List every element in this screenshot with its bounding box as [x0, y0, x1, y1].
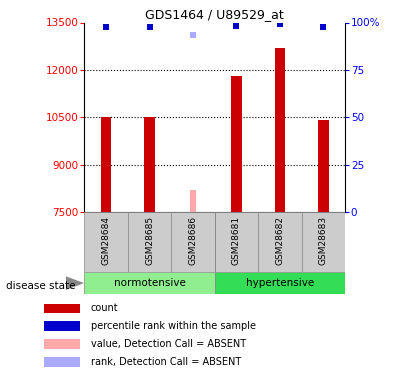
Text: normotensive: normotensive	[113, 278, 185, 288]
Text: disease state: disease state	[6, 281, 76, 291]
FancyBboxPatch shape	[215, 212, 258, 272]
Text: percentile rank within the sample: percentile rank within the sample	[91, 321, 256, 331]
Text: rank, Detection Call = ABSENT: rank, Detection Call = ABSENT	[91, 357, 241, 367]
Text: count: count	[91, 303, 118, 313]
Bar	[44, 304, 80, 313]
Text: GSM28683: GSM28683	[319, 216, 328, 265]
Text: GSM28681: GSM28681	[232, 216, 241, 265]
Text: value, Detection Call = ABSENT: value, Detection Call = ABSENT	[91, 339, 246, 349]
Bar	[44, 339, 80, 349]
FancyBboxPatch shape	[128, 212, 171, 272]
Bar	[190, 190, 196, 212]
FancyBboxPatch shape	[84, 212, 128, 272]
Bar	[44, 321, 80, 331]
Bar	[231, 76, 242, 212]
Bar	[44, 357, 80, 367]
FancyBboxPatch shape	[171, 212, 215, 272]
Bar	[144, 117, 155, 212]
Text: GSM28682: GSM28682	[275, 216, 284, 265]
Title: GDS1464 / U89529_at: GDS1464 / U89529_at	[145, 8, 284, 21]
FancyBboxPatch shape	[215, 272, 345, 294]
FancyBboxPatch shape	[302, 212, 345, 272]
FancyBboxPatch shape	[258, 212, 302, 272]
Text: GSM28685: GSM28685	[145, 216, 154, 265]
FancyBboxPatch shape	[84, 272, 215, 294]
Text: hypertensive: hypertensive	[246, 278, 314, 288]
Bar	[101, 117, 111, 212]
Text: GSM28686: GSM28686	[189, 216, 198, 265]
Bar	[275, 48, 285, 212]
Polygon shape	[66, 276, 84, 290]
Text: GSM28684: GSM28684	[102, 216, 111, 265]
Bar	[318, 120, 329, 212]
